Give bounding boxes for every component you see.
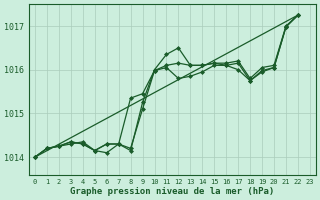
X-axis label: Graphe pression niveau de la mer (hPa): Graphe pression niveau de la mer (hPa) — [70, 187, 275, 196]
